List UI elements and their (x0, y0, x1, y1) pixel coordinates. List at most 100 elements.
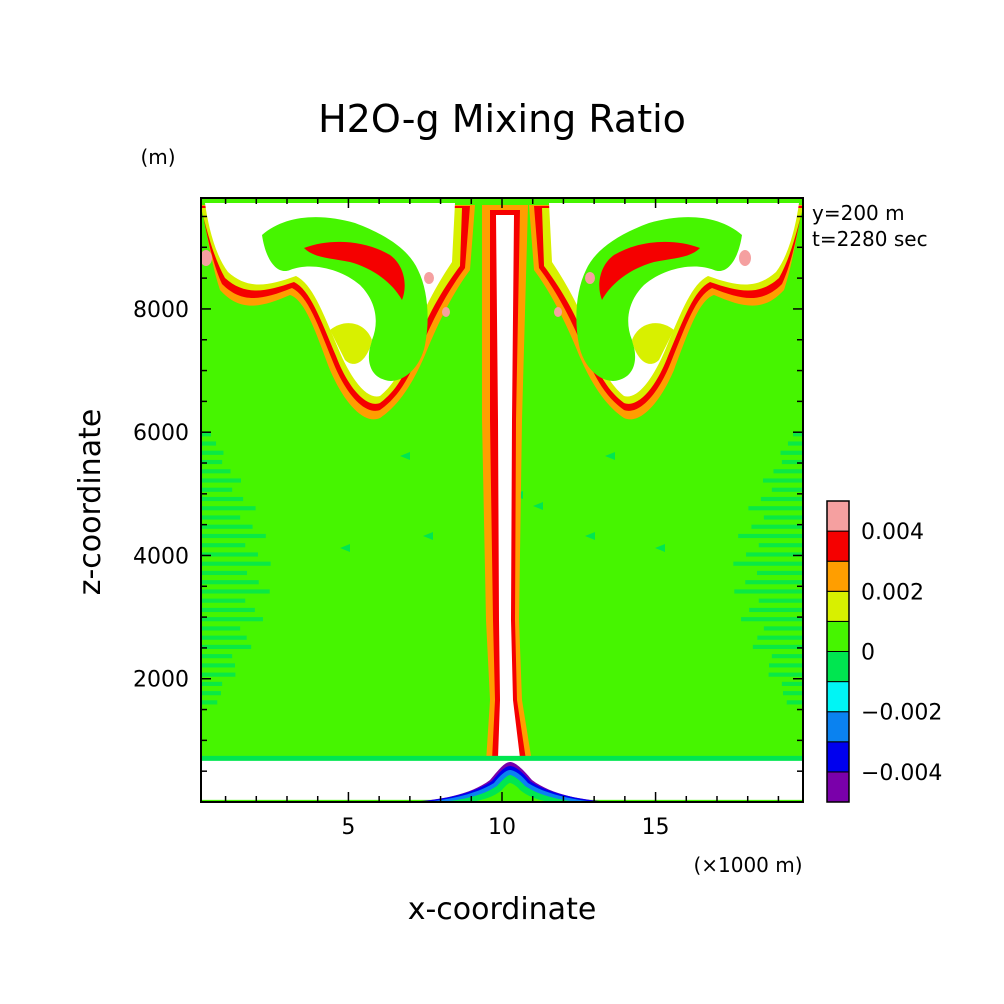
colorbar-swatch (826, 741, 850, 773)
stripe-mark (201, 654, 233, 659)
colorbar-swatch (826, 590, 850, 622)
colorbar-swatch (826, 711, 850, 743)
speckle-mark (340, 544, 350, 552)
stripe-mark (201, 441, 217, 446)
colorbar-swatch (826, 771, 850, 803)
stripe-mark (757, 635, 803, 640)
colorbar-frame (826, 500, 850, 803)
cap-patch (442, 307, 450, 317)
stripe-mark (763, 478, 803, 483)
stripe-mark (781, 459, 803, 465)
speckle-mark (605, 452, 615, 460)
cap-contour (304, 241, 405, 300)
cap-patch (554, 307, 562, 317)
x-tick-label: 15 (642, 815, 670, 840)
chart-title: H2O-g Mixing Ratio (318, 97, 686, 141)
stripe-mark (201, 459, 223, 465)
cap-patch (739, 250, 751, 266)
colorbar-swatch (826, 560, 850, 592)
stripe-mark (773, 469, 803, 474)
stripe-mark (783, 691, 803, 696)
colorbar-tick-label: 0.004 (861, 520, 924, 545)
stripe-mark (201, 469, 231, 474)
stripe-mark (769, 663, 803, 668)
speckle-mark (400, 452, 410, 460)
x-tick-label: 10 (488, 815, 516, 840)
stripe-mark (763, 515, 803, 520)
colorbar-tick-label: 0 (861, 641, 875, 666)
cap-contour (632, 323, 674, 364)
cap-contour (330, 323, 372, 364)
stripe-mark (758, 543, 803, 548)
column-contour (496, 215, 520, 758)
stripe-mark (201, 515, 241, 520)
annotations: y=200 mt=2280 sec (812, 201, 928, 251)
stripe-mark (738, 533, 803, 539)
speckle-mark (655, 544, 665, 552)
stripe-mark (201, 478, 241, 483)
stripe-mark (757, 570, 803, 576)
y-axis-label: z-coordinate (73, 409, 108, 596)
stripe-mark (201, 570, 247, 576)
y-tick-label: 6000 (133, 421, 189, 446)
stripe-mark (201, 644, 252, 649)
x-axis-label: x-coordinate (408, 892, 597, 927)
cap-patch (585, 272, 595, 284)
stripe-mark (760, 496, 803, 502)
stripe-mark (786, 700, 803, 705)
speckle-mark (533, 502, 543, 510)
colorbar-swatch (826, 620, 850, 653)
stripe-mark (781, 681, 803, 686)
stripe-mark (201, 561, 271, 566)
stripe-mark (201, 496, 244, 502)
cap-patch (424, 272, 434, 284)
cap-right (529, 203, 803, 420)
striped-zone-right (733, 432, 803, 705)
stripe-mark (201, 598, 246, 603)
stripe-mark (787, 441, 803, 446)
stripe-mark (201, 450, 224, 455)
stripe-mark (201, 626, 241, 631)
stripe-mark (201, 543, 246, 548)
colorbar-swatch (826, 651, 850, 683)
stripe-mark (768, 672, 803, 677)
stripe-mark (201, 681, 223, 686)
x-tick-label: 5 (341, 815, 355, 840)
stripe-mark (741, 617, 803, 622)
stripe-mark (201, 672, 236, 677)
stripe-mark (748, 506, 803, 511)
plot-area (201, 198, 803, 802)
stripe-mark (745, 580, 803, 585)
stripe-mark (771, 487, 803, 492)
speckle-mark (585, 532, 595, 540)
stripe-mark (746, 552, 803, 557)
layer-boundary (201, 755, 803, 762)
y-tick-label: 2000 (133, 668, 189, 693)
y-tick-label: 8000 (133, 298, 189, 323)
x-axis: 5 10 15 (224, 198, 780, 840)
central-column (482, 205, 532, 762)
stripe-mark (201, 617, 263, 622)
stripe-mark (780, 450, 803, 455)
stripe-mark (752, 644, 803, 649)
colorbar-swatch (826, 681, 850, 713)
annotation-text: y=200 m (812, 201, 905, 225)
speckle-mark (423, 532, 433, 540)
colorbar-tick-label: −0.002 (861, 701, 942, 726)
colorbar-tick-label: −0.004 (861, 761, 942, 786)
stripe-mark (201, 691, 221, 696)
colorbar: −0.004 −0.002 0 0.002 0.004 (826, 500, 942, 803)
colorbar-swatch (826, 500, 850, 532)
stripe-mark (201, 589, 270, 594)
cap-patch (201, 250, 212, 266)
stripe-mark (749, 607, 803, 613)
stripe-mark (201, 487, 233, 492)
colorbar-tick-label: 0.002 (861, 580, 924, 605)
y-unit-label: (m) (140, 145, 175, 169)
stripe-mark (201, 432, 211, 437)
colorbar-swatch (826, 530, 850, 562)
bulge-contour (470, 783, 550, 802)
stripe-mark (751, 524, 803, 529)
stripe-mark (734, 589, 803, 594)
